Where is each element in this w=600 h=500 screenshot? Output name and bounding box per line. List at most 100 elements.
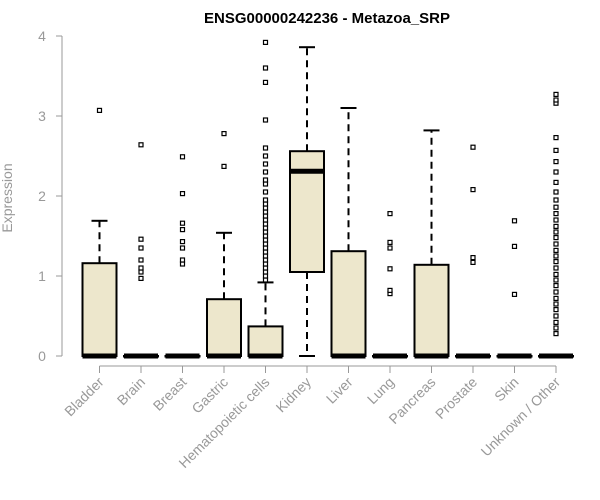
- box-breast: [164, 154, 201, 359]
- outlier-point: [262, 197, 269, 203]
- outlier-point: [262, 277, 269, 283]
- outlier-point: [553, 97, 559, 103]
- y-tick-label: 2: [38, 188, 46, 204]
- outlier-point: [553, 247, 559, 253]
- outlier-point: [179, 191, 186, 197]
- outlier-point: [262, 161, 269, 167]
- outlier-point: [138, 245, 144, 251]
- outlier-point: [262, 233, 269, 239]
- outlier-point: [553, 301, 559, 307]
- box-body: [247, 325, 284, 357]
- outlier-point: [553, 204, 559, 210]
- outlier-point: [262, 213, 269, 219]
- outlier-point: [553, 217, 559, 223]
- box-body: [81, 262, 118, 358]
- outlier-point: [553, 159, 559, 165]
- outlier-point: [262, 205, 269, 211]
- outlier-point: [179, 154, 186, 160]
- outlier-point: [138, 236, 144, 242]
- y-axis: 0 1 2 3 4: [38, 28, 63, 364]
- outlier-point: [470, 255, 476, 261]
- box-bladder: [81, 107, 118, 359]
- outlier-point: [262, 225, 269, 231]
- x-tick-label: Skin: [491, 374, 522, 405]
- y-tick-label: 1: [38, 268, 46, 284]
- outlier-point: [553, 229, 559, 235]
- outlier-point: [553, 283, 559, 289]
- outlier-point: [262, 79, 269, 86]
- outlier-point: [262, 261, 269, 267]
- outlier-point: [179, 261, 186, 267]
- outlier-point: [96, 107, 103, 114]
- outlier-point: [553, 235, 559, 241]
- y-axis-label: Expression: [0, 163, 15, 232]
- x-tick-label: Prostate: [432, 374, 480, 422]
- outlier-point: [138, 257, 144, 263]
- y-tick-label: 4: [38, 28, 46, 44]
- outlier-point: [262, 189, 269, 195]
- outlier-point: [387, 239, 393, 245]
- outlier-point: [553, 147, 559, 153]
- outlier-point: [553, 277, 559, 283]
- box-unknown-other: [538, 91, 574, 359]
- box-lung: [372, 211, 408, 359]
- outlier-point: [470, 187, 476, 193]
- outlier-point: [262, 257, 269, 263]
- box-liver: [330, 107, 367, 359]
- outlier-point: [553, 331, 559, 337]
- x-tick-label: Breast: [150, 374, 190, 414]
- x-tick-label: Liver: [323, 374, 356, 407]
- y-tick-label: 0: [38, 348, 46, 364]
- outlier-point: [553, 241, 559, 247]
- outlier-point: [553, 295, 559, 301]
- outlier-point: [553, 253, 559, 259]
- outlier-point: [553, 289, 559, 295]
- outlier-point: [553, 307, 559, 313]
- chart-title: ENSG00000242236 - Metazoa_SRP: [204, 10, 450, 27]
- outlier-point: [262, 181, 269, 187]
- outlier-point: [138, 275, 144, 281]
- outlier-point: [553, 197, 559, 203]
- x-tick-label: Brain: [114, 374, 148, 408]
- outlier-point: [262, 253, 269, 259]
- outlier-point: [262, 237, 269, 243]
- box-body: [330, 250, 367, 357]
- outlier-point: [179, 220, 186, 226]
- outlier-point: [262, 265, 269, 271]
- box-brain: [123, 142, 159, 359]
- box-kidney: [289, 46, 325, 357]
- outlier-point: [138, 265, 144, 271]
- outlier-point: [553, 325, 559, 331]
- outlier-point: [138, 269, 144, 275]
- x-tick-label: Unknown / Other: [478, 374, 564, 460]
- outlier-point: [553, 319, 559, 325]
- outlier-point: [179, 227, 186, 233]
- outlier-point: [387, 211, 393, 217]
- box-gastric: [206, 131, 242, 359]
- outlier-point: [553, 223, 559, 229]
- outlier-point: [553, 259, 559, 265]
- outlier-point: [262, 177, 269, 183]
- x-tick-label: Bladder: [61, 374, 107, 420]
- box-series: [81, 39, 574, 359]
- outlier-point: [262, 117, 269, 123]
- outlier-point: [553, 179, 559, 185]
- outlier-point: [262, 169, 269, 175]
- outlier-point: [262, 217, 269, 223]
- box-skin: [496, 218, 533, 359]
- outlier-point: [262, 65, 269, 71]
- outlier-point: [262, 201, 269, 207]
- x-tick-label: Kidney: [273, 374, 315, 416]
- outlier-point: [387, 287, 393, 293]
- outlier-point: [262, 245, 269, 251]
- outlier-point: [553, 271, 559, 277]
- y-tick-label: 3: [38, 108, 46, 124]
- outlier-point: [470, 259, 476, 265]
- outlier-point: [553, 265, 559, 271]
- outlier-point: [262, 229, 269, 235]
- outlier-point: [553, 313, 559, 319]
- outlier-point: [553, 169, 559, 175]
- outlier-point: [387, 266, 393, 272]
- box-body: [413, 263, 450, 357]
